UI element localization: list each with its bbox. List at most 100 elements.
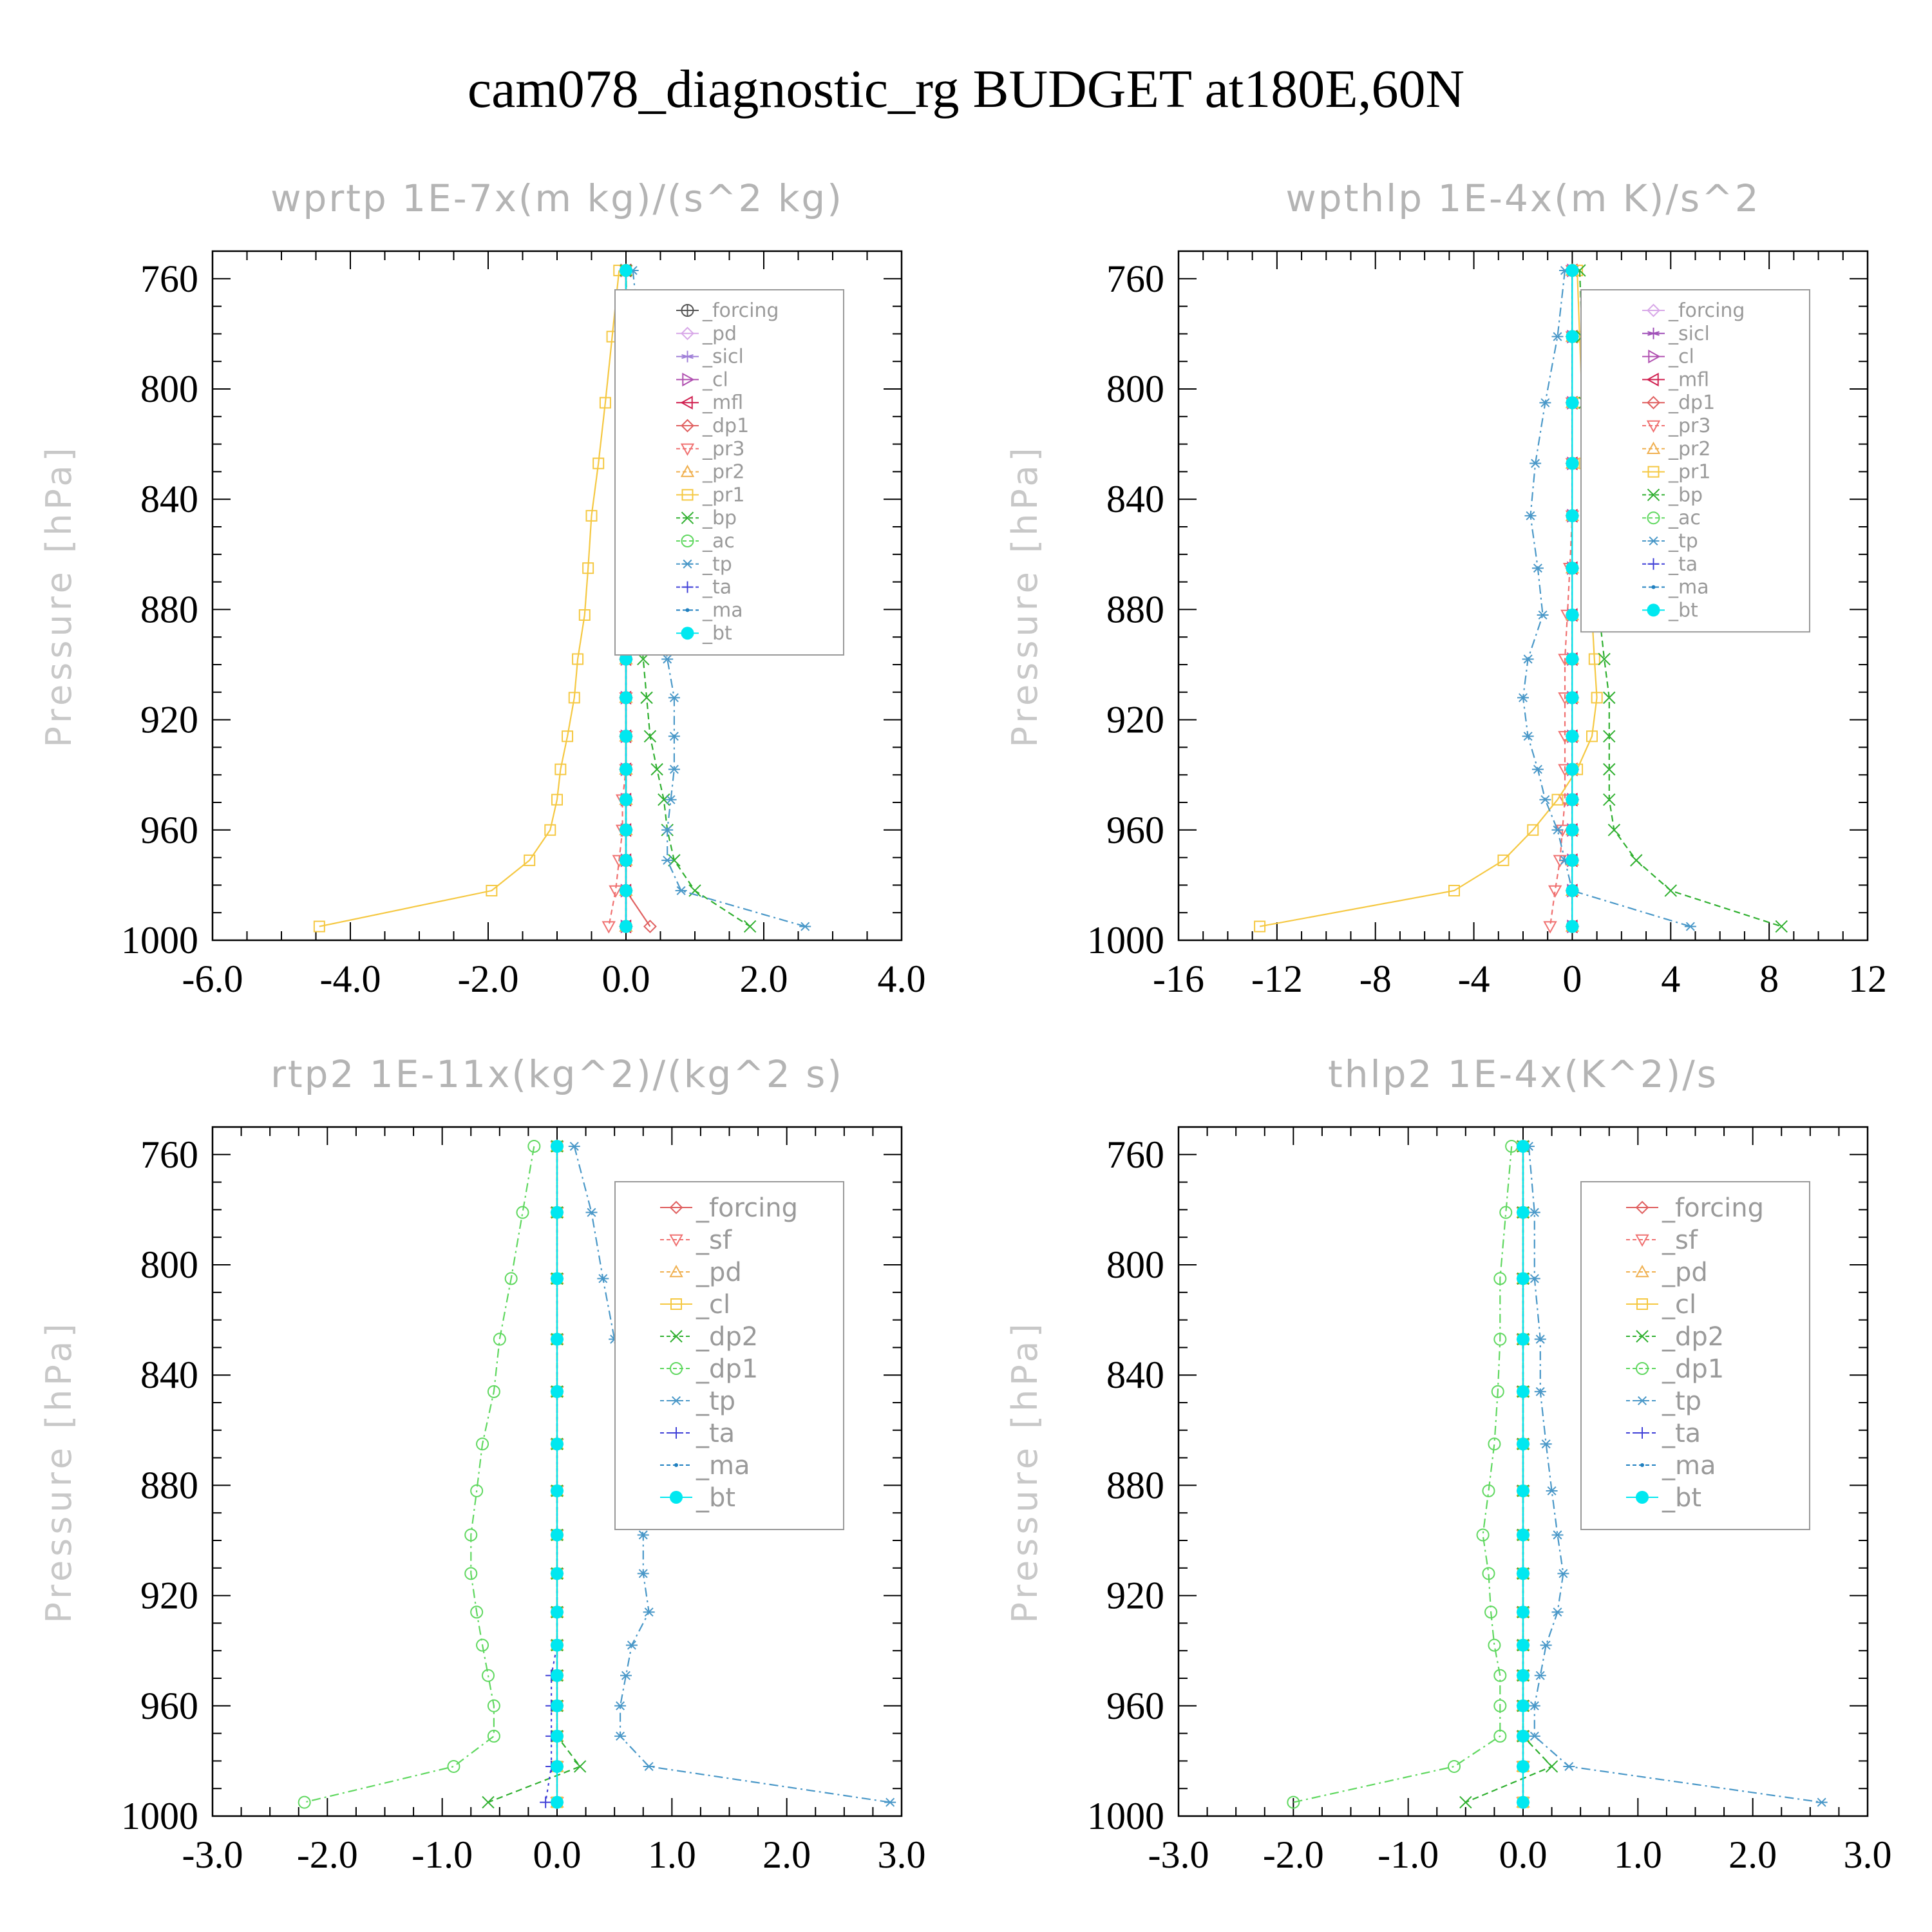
legend-item-mfl: _mfl — [1642, 368, 1709, 391]
panel-title: wprtp 1E-7x(m kg)/(s^2 kg) — [270, 176, 844, 220]
x-tick-label: -16 — [1153, 958, 1204, 1000]
data-point-pr1 — [1586, 730, 1598, 743]
x-tick-label: -3.0 — [1148, 1833, 1209, 1876]
data-point-dp1 — [482, 1669, 495, 1682]
legend-label: _tp — [1662, 1387, 1701, 1416]
data-point-bp — [1775, 920, 1788, 933]
data-point-bp — [1603, 762, 1616, 776]
data-point-dp1 — [527, 1139, 541, 1153]
data-point-tp — [1540, 1439, 1552, 1449]
data-point-bt — [1566, 884, 1579, 897]
data-point-tp — [661, 825, 674, 835]
data-point-bp — [1603, 691, 1616, 705]
data-point-tp — [1551, 825, 1564, 835]
legend-marker-tp — [1636, 1396, 1648, 1406]
x-tick-label: 0.0 — [533, 1833, 582, 1876]
data-point-tp — [585, 1208, 598, 1217]
data-point-bt — [1517, 1699, 1530, 1712]
series-pr1 — [313, 264, 625, 933]
data-point-bt — [551, 1385, 564, 1398]
panel-rtp2: rtp2 1E-11x(kg^2)/(kg^2 s) Pressure [hPa]… — [0, 1043, 966, 1932]
data-point-tp — [884, 1797, 896, 1807]
legend-marker-pr2 — [680, 464, 695, 477]
legend-label: _forcing — [1668, 299, 1745, 322]
legend-marker-pr2 — [1646, 441, 1661, 454]
data-point-tp — [1534, 1334, 1546, 1344]
data-point-dp1 — [1484, 1605, 1498, 1619]
data-point-bt — [551, 1332, 564, 1346]
legend-marker-sf — [669, 1234, 683, 1247]
legend-item-dp1: _dp1 — [1642, 392, 1715, 414]
data-point-dp1 — [1493, 1272, 1507, 1285]
data-point-dp1 — [298, 1795, 311, 1809]
y-tick-label: 760 — [140, 258, 198, 300]
data-point-dp1 — [1287, 1795, 1300, 1809]
data-point-dp2 — [1459, 1795, 1472, 1809]
data-point-bt — [1517, 1605, 1530, 1619]
y-tick-label: 800 — [1106, 1244, 1164, 1286]
y-tick-label: 800 — [1106, 368, 1164, 410]
data-point-tp — [1537, 610, 1549, 620]
data-point-pr1 — [1254, 920, 1266, 933]
legend-label: _mfl — [1668, 368, 1709, 391]
data-point-tp — [661, 654, 674, 664]
legend-marker-bt — [681, 627, 694, 640]
legend-marker-tp — [1647, 536, 1660, 546]
data-point-tp — [1815, 1797, 1828, 1807]
data-point-bt — [620, 730, 632, 743]
panel-thlp2: thlp2 1E-4x(K^2)/s Pressure [hPa] -3.0 -2.0… — [966, 1043, 1932, 1932]
data-point-tp — [1546, 1486, 1558, 1495]
legend-label: _forcing — [702, 299, 779, 322]
legend-label: _cl — [702, 368, 728, 391]
legend-marker-bt — [1636, 1491, 1649, 1504]
data-point-bt — [1566, 608, 1579, 621]
legend-label: _tp — [696, 1387, 735, 1416]
legend-label: _dp2 — [696, 1322, 758, 1352]
data-point-bt — [551, 1139, 564, 1153]
legend-item-cl: _cl — [660, 1290, 730, 1320]
data-point-dp1 — [487, 1385, 500, 1398]
series-line-dp1 — [304, 1146, 535, 1803]
legend-label: _forcing — [696, 1193, 798, 1223]
legend-marker-ac — [1647, 511, 1660, 525]
data-point-tp — [1534, 1387, 1546, 1396]
data-point-pr1 — [582, 562, 594, 574]
legend-label: _sf — [1662, 1226, 1698, 1255]
legend-item-bt: _bt — [676, 622, 732, 645]
data-point-bt — [551, 1437, 564, 1451]
data-point-dp2 — [1545, 1760, 1558, 1773]
legend-label: _mfl — [702, 392, 743, 414]
legend-label: _pr2 — [702, 461, 744, 484]
series-line-bp — [625, 270, 751, 927]
data-point-bt — [551, 1484, 564, 1497]
panel-wpthlp: wpthlp 1E-4x(m K)/s^2 Pressure [hPa] -16 -1… — [966, 167, 1932, 1056]
legend-item-pr2: _pr2 — [676, 461, 744, 484]
data-point-dp1 — [516, 1206, 529, 1219]
data-point-tp — [665, 795, 677, 804]
legend-item-forcing: _forcing — [660, 1193, 798, 1223]
legend-item-bp: _bp — [676, 507, 737, 529]
data-point-tp — [675, 886, 687, 895]
legend-item-ac: _ac — [676, 530, 735, 553]
legend-marker-ma — [674, 1463, 678, 1467]
legend-item-bt: _bt — [1626, 1483, 1701, 1513]
data-point-dp1 — [1493, 1729, 1507, 1743]
data-point-tp — [643, 1607, 655, 1617]
panel-title: wpthlp 1E-4x(m K)/s^2 — [1285, 176, 1760, 220]
data-point-bt — [1517, 1332, 1530, 1346]
legend-item-pr1: _pr1 — [676, 484, 744, 506]
data-point-tp — [1528, 1274, 1540, 1283]
data-point-bt — [1566, 823, 1579, 837]
data-point-tp — [1524, 511, 1537, 520]
legend-label: _sf — [696, 1226, 732, 1255]
data-point-dp1 — [476, 1638, 489, 1652]
legend-label: _ta — [702, 576, 732, 599]
chart-svg-wpthlp: wpthlp 1E-4x(m K)/s^2 Pressure [hPa] -16 -1… — [1005, 176, 1887, 1000]
data-point-dp1 — [1476, 1528, 1490, 1542]
legend-label: _pd — [702, 323, 737, 345]
data-point-bp — [643, 730, 657, 743]
data-point-dp2 — [573, 1760, 587, 1773]
data-point-dp1 — [447, 1759, 460, 1773]
series-bt — [1566, 263, 1579, 933]
legend-label: _cl — [1662, 1290, 1696, 1320]
